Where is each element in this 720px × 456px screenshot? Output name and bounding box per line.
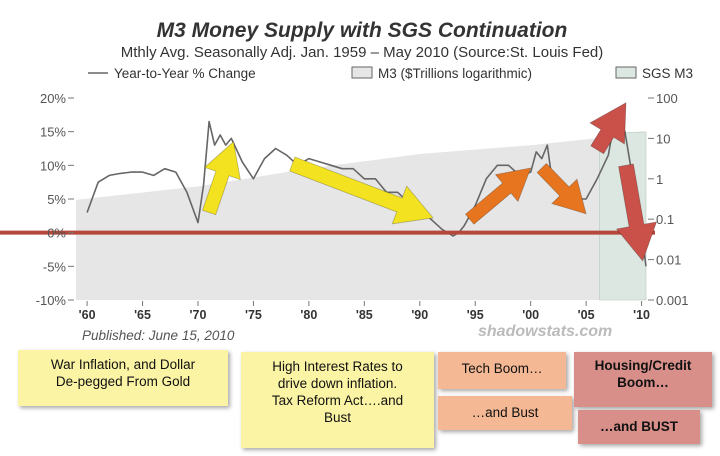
arrow-tech-bust <box>536 162 587 215</box>
x-tick-label: '90 <box>411 308 428 322</box>
arrow-war-inflation <box>201 141 241 216</box>
right-tick-label: 1 <box>656 172 663 187</box>
chart-subtitle: Mthly Avg. Seasonally Adj. Jan. 1959 – M… <box>121 44 604 61</box>
right-tick-label: 10 <box>656 131 670 146</box>
arrow-tech-boom <box>464 167 532 225</box>
x-tick-label: '75 <box>245 308 262 322</box>
right-tick-label: 100 <box>656 91 678 106</box>
legend-label: M3 ($Trillions logarithmic) <box>378 66 532 81</box>
left-tick-label: 5% <box>47 192 66 207</box>
note-line: …and BUST <box>599 419 678 434</box>
note-line: Tax Reform Act….and <box>271 393 404 408</box>
m3-area <box>76 138 600 300</box>
x-tick-label: '95 <box>467 308 484 322</box>
note-line: War Inflation, and Dollar <box>50 357 196 372</box>
note-high-interest-rates: High Interest Rates to drive down inflati… <box>241 352 434 448</box>
right-axis-ticks: 100 10 1 0.1 0.01 0.001 <box>648 91 689 308</box>
watermark: shadowstats.com <box>478 323 612 340</box>
note-housing-boom: Housing/Credit Boom… <box>574 352 712 407</box>
left-tick-label: 10% <box>40 158 66 173</box>
right-tick-label: 0.1 <box>656 212 674 227</box>
note-line: Boom… <box>617 375 669 390</box>
note-line: Bust <box>323 410 351 425</box>
legend-swatch-box <box>351 66 373 79</box>
left-tick-label: 0% <box>47 226 66 241</box>
legend-label: Year-to-Year % Change <box>114 66 256 81</box>
left-tick-label: -5% <box>43 259 67 274</box>
x-tick-label: '80 <box>300 308 317 322</box>
note-line: Housing/Credit <box>594 358 692 373</box>
left-tick-label: -10% <box>36 293 67 308</box>
arrow-high-interest-rates <box>289 156 434 225</box>
arrow-housing-boom <box>589 102 627 155</box>
left-tick-label: 15% <box>40 125 66 140</box>
x-tick-label: '60 <box>79 308 96 322</box>
x-tick-label: '70 <box>190 308 207 322</box>
legend: Year-to-Year % Change M3 ($Trillions loga… <box>88 66 693 81</box>
chart-title: M3 Money Supply with SGS Continuation <box>157 19 568 42</box>
published-date: Published: June 15, 2010 <box>82 328 235 343</box>
note-line: Tech Boom… <box>461 361 543 376</box>
note-tech-boom: Tech Boom… <box>438 352 566 389</box>
note-line: …and Bust <box>471 405 539 420</box>
arrow-housing-bust <box>615 163 658 262</box>
right-tick-label: 0.001 <box>656 293 689 308</box>
note-war-inflation: War Inflation, and Dollar De-pegged From … <box>18 350 228 406</box>
note-housing-bust: …and BUST <box>578 410 700 444</box>
x-tick-label: '05 <box>578 308 595 322</box>
x-tick-label: '10 <box>633 308 650 322</box>
right-tick-label: 0.01 <box>656 253 681 268</box>
legend-label: SGS M3 <box>642 66 693 81</box>
x-tick-label: '65 <box>134 308 151 322</box>
x-axis-ticks: '60 '65 '70 '75 '80 '85 '90 '95 '00 '05 '10 <box>79 301 650 322</box>
annotation-arrows <box>201 102 658 262</box>
note-line: drive down inflation. <box>277 376 398 391</box>
legend-swatch-box <box>615 66 637 79</box>
note-tech-bust: …and Bust <box>438 396 572 430</box>
left-axis-ticks: 20% 15% 10% 5% 0% -5% -10% <box>36 91 74 308</box>
x-tick-label: '85 <box>356 308 373 322</box>
x-tick-label: '00 <box>522 308 539 322</box>
note-line: High Interest Rates to <box>272 359 403 374</box>
note-line: De-pegged From Gold <box>55 374 191 389</box>
left-tick-label: 20% <box>40 91 66 106</box>
